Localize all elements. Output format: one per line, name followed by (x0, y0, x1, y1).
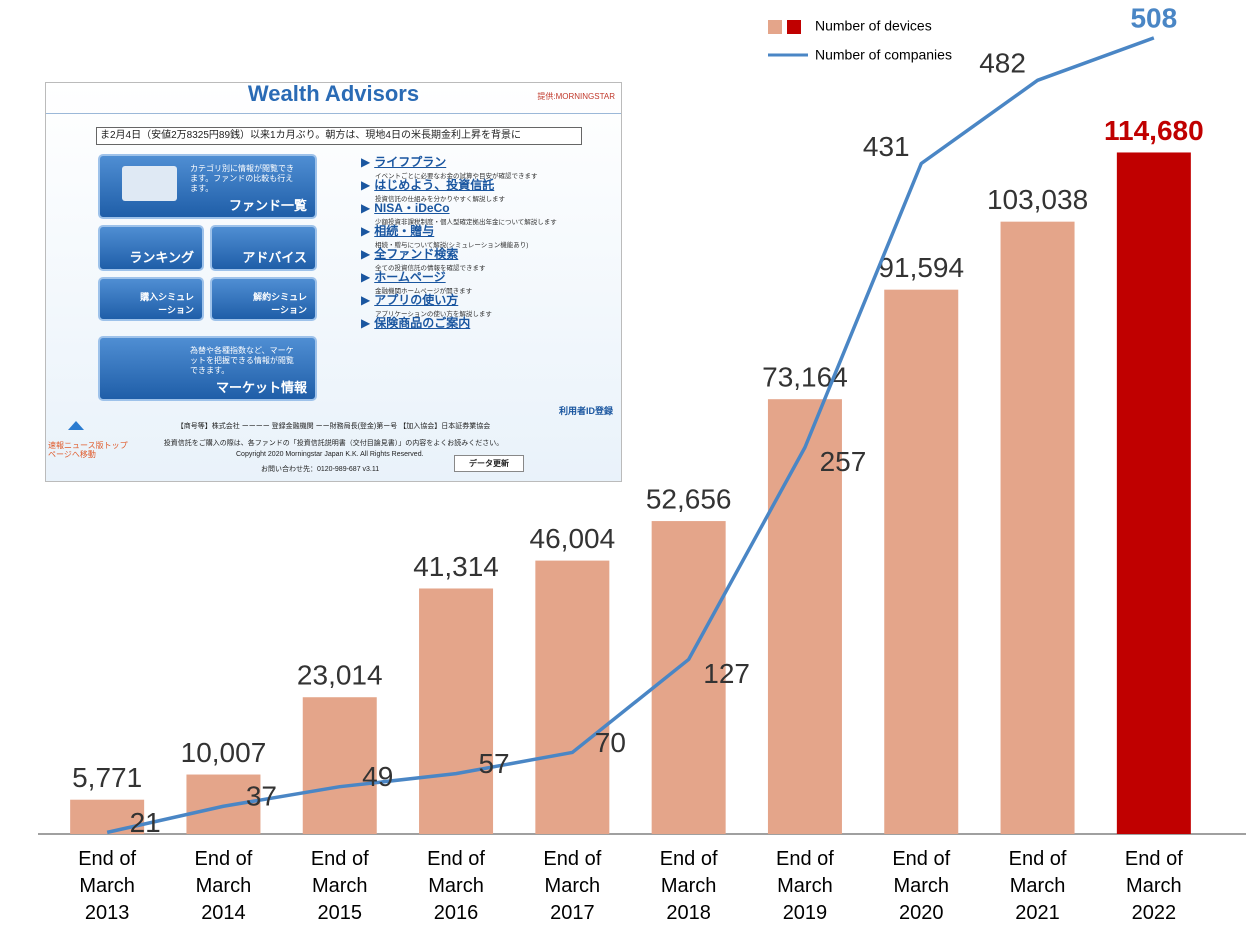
up-arrow (68, 421, 84, 430)
line (106, 36, 1155, 835)
market-button[interactable]: 為替や各種指数など、マーケットを把握できる情報が閲覧できます。 マーケット情報 (98, 336, 317, 401)
data-label: 70 (595, 727, 626, 758)
menu-label[interactable]: 相続・贈与 (361, 222, 528, 239)
icon (122, 166, 177, 201)
menu-label[interactable]: 全ファンド検索 (361, 245, 486, 262)
menu-item[interactable]: 保険商品のご案内 (361, 314, 470, 331)
purchase-button[interactable]: 購入シミュレーション (98, 277, 204, 321)
x-tick-label: End of March 2020 (892, 848, 951, 924)
x-tick-label: End of March 2014 (194, 848, 253, 924)
data-label: 41,314 (413, 551, 499, 582)
update-button[interactable]: データ更新 (454, 455, 524, 472)
x-tick-label: End of March 2018 (659, 848, 718, 924)
fund-list-button[interactable]: カテゴリ別に情報が閲覧できます。ファンドの比較も行えます。 ファンド一覧 (98, 154, 317, 219)
bar (535, 560, 610, 834)
menu-label[interactable]: はじめよう、投資信託 (361, 176, 505, 193)
legend-swatch (768, 20, 782, 34)
button-label: ファンド一覧 (228, 198, 307, 213)
ranking-button[interactable]: ランキング (98, 225, 204, 271)
bar (419, 588, 494, 834)
button-label: アドバイス (242, 250, 307, 265)
separator (46, 113, 621, 114)
data-label: 91,594 (878, 252, 964, 283)
data-label: 49 (362, 761, 393, 792)
user-id-link[interactable]: 利用者ID登録 (558, 406, 613, 416)
bar (1000, 221, 1075, 834)
news-link[interactable]: 速報ニュース版トップページへ移動 (48, 441, 128, 459)
data-label: 127 (703, 658, 750, 689)
x-tick-label: End of March 2019 (776, 848, 834, 924)
app-title: Wealth Advisors (247, 82, 420, 106)
footer-line: お問い合わせ先：0120-989-687 v3.11 (261, 466, 380, 473)
button-label: ランキング (129, 250, 194, 265)
data-label: 114,680 (1104, 115, 1204, 146)
button-label: 解約シミュレーション (253, 292, 307, 315)
app-screenshot: Wealth Advisors 提供:MORNINGSTAR ま2月4日（安値2… (45, 82, 622, 482)
button-label: 購入シミュレーション (140, 292, 194, 315)
advice-button[interactable]: アドバイス (210, 225, 317, 271)
footer-line: 【商号等】株式会社 ーーーー 登録金融機関 ーー財務局長(登金)第ー号 【加入協… (176, 423, 491, 430)
data-label: 57 (478, 748, 509, 779)
data-label: 52,656 (646, 483, 732, 514)
data-label: 37 (246, 781, 277, 812)
provider: 提供:MORNINGSTAR (537, 92, 615, 101)
legend-label: Number of companies (815, 47, 952, 63)
data-label: 21 (130, 807, 161, 838)
button-label: マーケット情報 (215, 380, 307, 395)
news-ticker[interactable]: ま2月4日（安値2万8325円89銭）以来1カ月ぶり。朝方は、現地4日の米長期金… (96, 127, 582, 145)
menu-label[interactable]: アプリの使い方 (361, 291, 492, 308)
menu-label[interactable]: ホームページ (361, 268, 472, 285)
bar (1116, 152, 1191, 834)
data-label: 23,014 (297, 660, 383, 691)
legend-swatch (787, 20, 801, 34)
button-description: 為替や各種指数など、マーケットを把握できる情報が閲覧できます。 (190, 346, 294, 375)
data-label: 103,038 (987, 184, 1088, 215)
menu-label[interactable]: NISA・iDeCo (361, 199, 557, 216)
button-description: カテゴリ別に情報が閲覧できます。ファンドの比較も行えます。 (190, 164, 294, 193)
bar (884, 289, 959, 835)
cancel-button[interactable]: 解約シミュレーション (210, 277, 317, 321)
menu-label[interactable]: 保険商品のご案内 (361, 314, 470, 331)
menu-label[interactable]: ライフプラン (361, 153, 538, 170)
x-tick-label: End of March 2017 (543, 848, 602, 924)
data-label: 508 (1130, 2, 1177, 33)
bar (302, 697, 377, 834)
x-tick-label: End of March 2015 (310, 848, 369, 924)
footer-line: 投資信託をご購入の際は、各ファンドの「投資信託説明書（交付目論見書）」の内容をよ… (163, 440, 504, 447)
footer-line: Copyright 2020 Morningstar Japan K.K. Al… (236, 451, 424, 458)
data-label: 46,004 (530, 523, 616, 554)
data-label: 10,007 (181, 737, 267, 768)
data-label: 257 (820, 446, 867, 477)
x-tick-label: End of March 2021 (1008, 848, 1067, 924)
data-label: 5,771 (72, 762, 142, 793)
x-tick-label: End of March 2022 (1124, 848, 1183, 924)
data-label: 431 (863, 131, 910, 162)
data-label: 482 (979, 48, 1026, 79)
bar (767, 399, 842, 834)
legend-label: Number of devices (815, 18, 932, 34)
x-tick-label: End of March 2016 (427, 848, 485, 924)
bar (186, 774, 261, 834)
x-tick-label: End of March 2013 (78, 848, 137, 924)
